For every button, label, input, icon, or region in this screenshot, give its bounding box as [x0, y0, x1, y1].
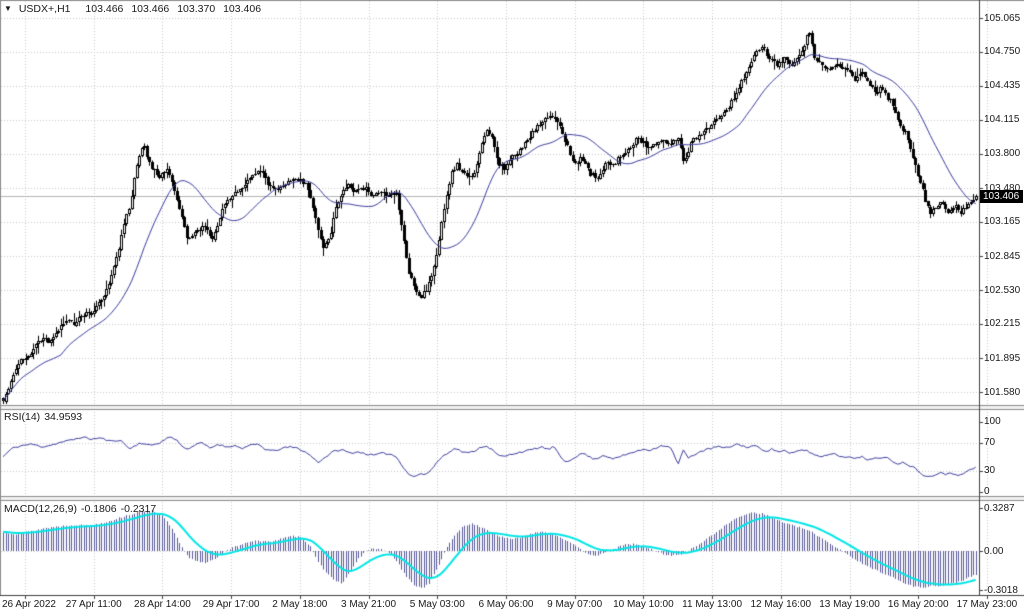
symbol-dropdown-icon[interactable]: ▼	[4, 4, 12, 13]
macd-axis-label: -0.3018	[984, 584, 1018, 596]
macd-axis-label: 0.3287	[984, 502, 1015, 514]
price-axis-label: 102.530	[984, 284, 1021, 296]
price-axis-label: 102.215	[984, 318, 1021, 330]
rsi-axis-label: 0	[984, 486, 990, 498]
time-axis-label: 16 May 20:00	[887, 599, 949, 610]
price-axis-label: 101.580	[984, 386, 1021, 398]
price-axis-label: 103.165	[984, 216, 1021, 228]
time-axis-label: 27 Apr 11:00	[65, 599, 122, 610]
rsi-axis-label: 100	[984, 416, 1001, 428]
time-axis-label: 6 May 06:00	[478, 599, 534, 610]
price-axis-label: 104.750	[984, 46, 1021, 58]
time-axis-label: 10 May 10:00	[613, 599, 674, 610]
price-axis-label: 104.435	[984, 80, 1021, 92]
time-axis-label: 2 May 18:00	[272, 599, 328, 610]
time-axis-label: 5 May 03:00	[409, 599, 465, 610]
macd-indicator-label: MACD(12,26,9) -0.1806 -0.2317	[4, 503, 160, 515]
macd-axis-label: 0.00	[984, 545, 1004, 557]
time-axis[interactable]: 26 Apr 2022 27 Apr 11:00 28 Apr 14:00 29 Ap…	[0, 599, 1024, 613]
time-axis-label: 13 May 19:00	[819, 599, 880, 610]
time-axis-label: 26 Apr 2022	[2, 599, 56, 610]
time-axis-label: 28 Apr 14:00	[134, 599, 191, 610]
ohlc-high-value: 103.466	[131, 3, 170, 15]
chart-header: ▼ USDX+,H1 103.466 103.466 103.370 103.4…	[4, 3, 261, 15]
ohlc-low-value: 103.370	[177, 3, 216, 15]
price-axis[interactable]: 105.065 104.750 104.435 104.115 103.800 103.4…	[980, 0, 1024, 613]
time-axis-label: 29 Apr 17:00	[202, 599, 260, 610]
ohlc-close-value: 103.406	[223, 3, 262, 15]
price-axis-label: 105.065	[984, 12, 1021, 24]
price-axis-label: 101.895	[984, 352, 1021, 364]
ohlc-open-value: 103.466	[85, 3, 124, 15]
time-axis-label: 11 May 13:00	[682, 599, 743, 610]
rsi-indicator-label: RSI(14) 34.9593	[4, 411, 86, 423]
rsi-axis-label: 70	[984, 437, 996, 449]
rsi-name: RSI(14)	[4, 411, 41, 423]
price-axis-label: 102.845	[984, 250, 1021, 262]
current-price-badge: 103.406	[980, 189, 1023, 203]
time-axis-label: 17 May 23:00	[956, 599, 1018, 610]
time-axis-label: 9 May 07:00	[547, 599, 603, 610]
price-axis-label: 103.800	[984, 148, 1021, 160]
time-axis-label: 3 May 21:00	[341, 599, 397, 610]
macd-signal-value: -0.2317	[120, 503, 157, 515]
time-axis-label: 12 May 16:00	[750, 599, 812, 610]
price-axis-label: 103.480	[984, 182, 1021, 194]
rsi-current-value: 34.9593	[44, 411, 83, 423]
price-axis-label: 104.115	[984, 114, 1020, 126]
symbol-period-label: USDX+,H1	[18, 3, 71, 15]
rsi-axis-label: 30	[984, 465, 996, 477]
macd-name: MACD(12,26,9)	[4, 503, 77, 515]
macd-main-value: -0.1806	[80, 503, 117, 515]
